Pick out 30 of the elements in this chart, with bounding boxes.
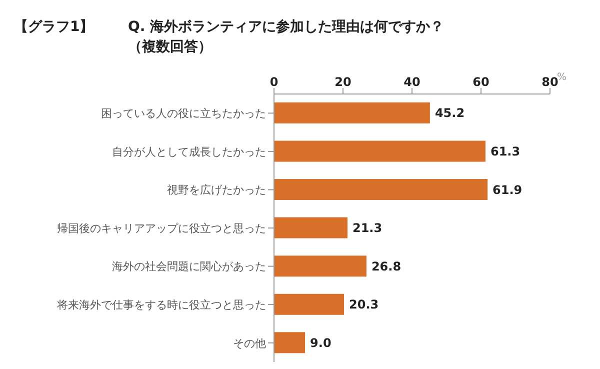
data-label: 26.8	[371, 259, 402, 274]
y-tick-label: 困っている人の役に立ちたかった	[101, 107, 266, 120]
data-label: 45.2	[434, 106, 465, 120]
x-tick-label: 20	[334, 75, 352, 89]
bar	[274, 178, 488, 200]
text: 【グラフ1】	[14, 18, 94, 36]
data-label: 21.3	[352, 221, 382, 236]
x-tick-label: 60	[472, 75, 490, 89]
y-tick-label: 将来海外で仕事をする時に役立つと思った	[56, 298, 266, 312]
bar	[274, 294, 344, 315]
x-tick-label: 40	[404, 75, 420, 89]
bar	[274, 217, 348, 238]
y-tick-label: 自分が人として成長したかった	[112, 145, 266, 158]
data-label: 61.3	[490, 144, 520, 158]
x-axis-title: %	[557, 72, 567, 83]
chart-title: Q. 海外ボランティアに参加した理由は何ですか？	[128, 18, 444, 36]
y-tick-label: 視野を広げたかった	[167, 184, 266, 197]
data-label: 9.0	[310, 336, 332, 350]
x-tick-label: 0	[270, 75, 278, 89]
bar	[274, 140, 486, 162]
bar	[274, 256, 366, 277]
chart-subtitle: （複数回答）	[128, 38, 212, 56]
bar	[274, 332, 306, 354]
y-tick-label: その他	[233, 336, 266, 350]
x-tick-label: 80	[542, 75, 558, 89]
y-tick-label: 帰国後のキャリアアップに役立つと思った	[57, 222, 266, 235]
bar	[274, 102, 430, 124]
y-tick-label: 海外の社会問題に関心があった	[112, 260, 266, 274]
data-label: 61.9	[492, 182, 522, 197]
data-label: 20.3	[349, 298, 379, 312]
